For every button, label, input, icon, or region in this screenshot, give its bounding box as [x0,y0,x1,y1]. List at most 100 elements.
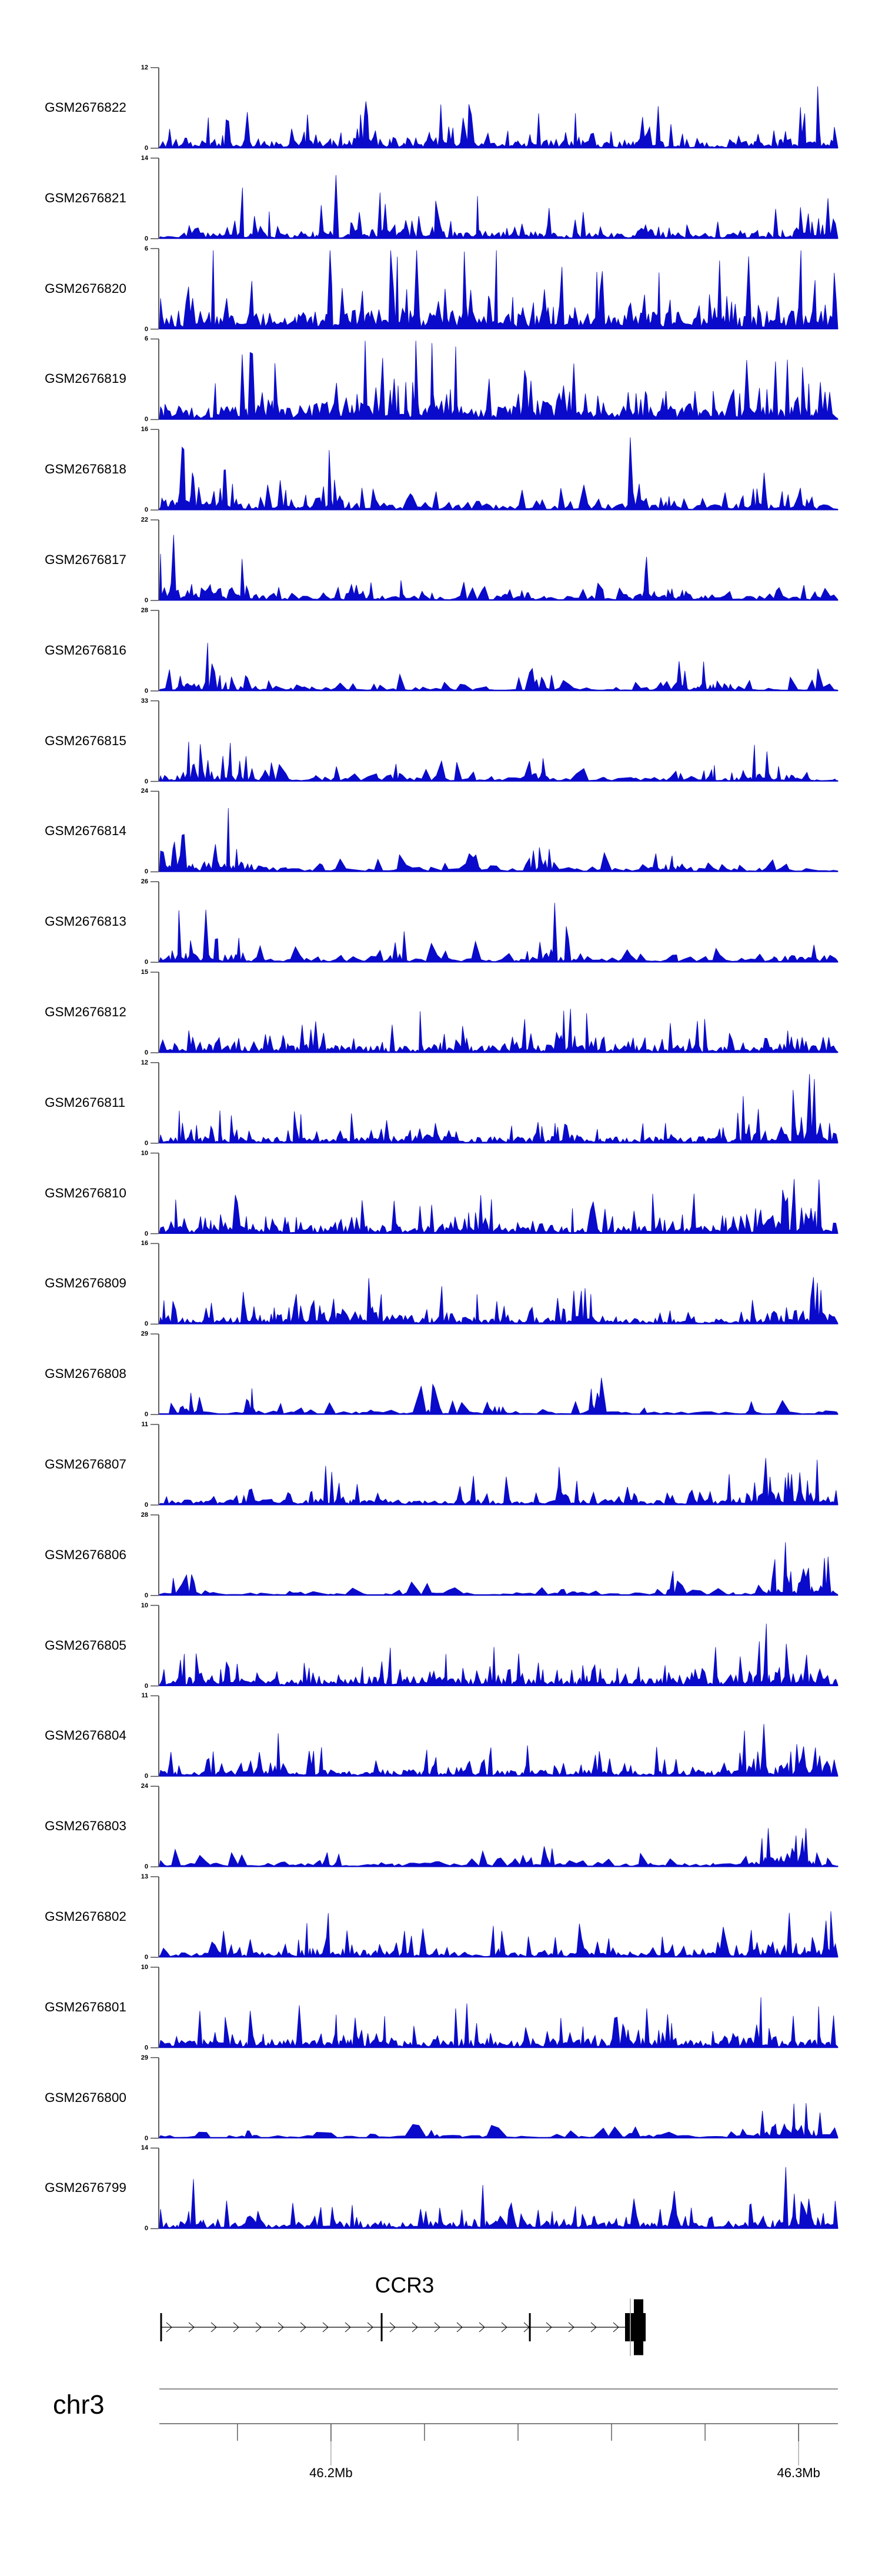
y-axis-max-label: 29 [141,1330,148,1338]
track-label: GSM2676809 [45,1276,126,1291]
y-axis-zero-label: 0 [144,1049,148,1056]
coverage-track [151,790,838,873]
y-axis-max-label: 11 [141,1692,148,1700]
y-axis-zero-label: 0 [144,1230,148,1237]
track-label: GSM2676813 [45,914,126,929]
coverage-area [159,1911,838,1958]
gene-exon-tick [160,2313,162,2341]
gene-exon-tick [380,2313,383,2341]
strand-direction-chevron-icon [434,2322,440,2333]
y-axis-max-label: 24 [141,1783,148,1790]
coverage-track [151,1967,838,2048]
track-label: GSM2676810 [45,1185,126,1200]
strand-direction-chevron-icon [412,2322,418,2333]
y-axis-zero-label: 0 [144,1411,148,1419]
y-axis-zero-label: 0 [144,1954,148,1961]
coverage-track [151,1424,838,1506]
y-axis-max-label: 13 [141,1873,148,1880]
y-axis-max-label: 22 [141,516,148,523]
track-label: GSM2676820 [45,281,126,296]
coverage-track [151,2057,838,2139]
track-label: GSM2676806 [45,1547,126,1562]
strand-direction-chevron-icon [613,2322,619,2333]
axis-tick-label-46-2mb: 46.2Mb [309,2465,353,2480]
coverage-area [159,2103,838,2139]
gene-cds-exon-box [633,2299,644,2355]
strand-direction-chevron-icon [456,2322,463,2333]
y-axis-zero-label: 0 [144,687,148,695]
track-label: GSM2676821 [45,190,126,205]
y-axis-zero-label: 0 [144,597,148,604]
track-label: GSM2676818 [45,462,126,477]
coverage-area [159,175,838,239]
strand-direction-chevron-icon [300,2322,306,2333]
y-axis-max-label: 28 [141,606,148,614]
coverage-track [151,1514,838,1596]
y-axis-zero-label: 0 [144,959,148,966]
strand-direction-chevron-icon [322,2322,329,2333]
y-axis-zero-label: 0 [144,1501,148,1509]
coverage-track [151,1243,838,1325]
coverage-area [159,1623,838,1687]
strand-direction-chevron-icon [255,2322,262,2333]
y-axis-zero-label: 0 [144,1773,148,1780]
track-label: GSM2676800 [45,2090,126,2105]
y-axis-zero-label: 0 [144,868,148,876]
gene-model-track [160,2298,646,2356]
coverage-area [159,535,838,601]
track-label: GSM2676803 [45,1818,126,1834]
y-axis-max-label: 14 [141,154,148,162]
coverage-area [159,1179,838,1234]
coverage-area [159,742,838,782]
gene-exon-tick [529,2313,531,2341]
coverage-area [159,642,838,692]
track-label: GSM2676802 [45,1909,126,1924]
coverage-track [151,248,838,330]
coverage-area [159,250,838,329]
y-axis-max-label: 16 [141,1240,148,1247]
coverage-area [159,1542,838,1596]
coverage-track [151,2147,838,2230]
track-label: GSM2676812 [45,1005,126,1019]
y-axis-max-label: 10 [141,1601,148,1609]
y-axis-zero-label: 0 [144,1591,148,1599]
chromosome-label: chr3 [53,2390,105,2420]
coverage-area [159,1828,838,1867]
coverage-track [151,1152,838,1234]
strand-direction-chevron-icon [501,2322,507,2333]
strand-direction-chevron-icon [479,2322,485,2333]
coverage-track [151,338,838,421]
coverage-track [151,881,838,963]
strand-direction-chevron-icon [278,2322,284,2333]
y-axis-zero-label: 0 [144,1863,148,1871]
y-axis-zero-label: 0 [144,416,148,423]
track-label: GSM2676815 [45,733,126,748]
strand-direction-chevron-icon [188,2322,195,2333]
coverage-track [151,972,838,1053]
y-axis-zero-label: 0 [144,506,148,514]
y-axis-max-label: 29 [141,2054,148,2061]
track-label: GSM2676811 [45,1095,126,1110]
y-axis-max-label: 6 [144,245,148,252]
track-label: GSM2676819 [45,371,126,386]
strand-direction-chevron-icon [546,2322,552,2333]
coverage-area [159,903,838,963]
y-axis-max-label: 10 [141,1963,148,1971]
y-axis-max-label: 24 [141,788,148,795]
coverage-area [159,807,838,872]
track-label: GSM2676822 [45,100,126,115]
coverage-area [159,86,838,149]
y-axis-zero-label: 0 [144,1139,148,1147]
coverage-track [151,1876,838,1958]
y-axis-max-label: 12 [141,1059,148,1066]
y-axis-max-label: 28 [141,1511,148,1519]
coverage-track [151,1604,838,1687]
coverage-track [151,519,838,601]
coverage-area [159,341,838,420]
axis-tick-label-46-3mb: 46.3Mb [777,2465,820,2480]
track-label: GSM2676816 [45,642,126,658]
y-axis-zero-label: 0 [144,2134,148,2142]
coverage-area [159,1277,838,1324]
y-axis-max-label: 15 [141,969,148,976]
